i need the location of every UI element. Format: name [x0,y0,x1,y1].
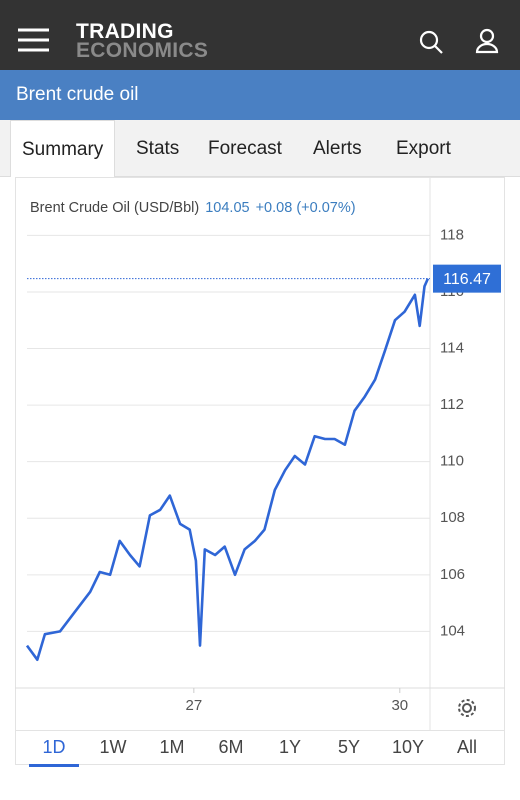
range-button[interactable]: 5Y [337,737,361,757]
last-value-box [433,264,501,293]
chart-header: Brent Crude Oil (USD/Bbl) 104.05 +0.08 (+0… [30,200,356,216]
change-percent: (+0.07%) [296,200,356,216]
title-bar: Brent crude oil [0,70,520,120]
tab[interactable]: Stats [136,138,180,159]
chart-panel [15,177,505,765]
y-tick-label: 118 [440,226,464,243]
logo[interactable]: TRADING ECONOMICS [76,20,209,62]
range-button[interactable]: 1D [29,731,79,767]
change: +0.08 [255,200,293,216]
page-title: Brent crude oil [16,84,139,105]
user-icon[interactable] [475,28,499,54]
y-tick-label: 110 [440,453,464,470]
tab[interactable]: Forecast [208,138,282,159]
logo-top: TRADING [76,20,174,43]
range-button[interactable]: 1W [99,737,127,757]
x-tick-label: 27 [185,697,202,714]
search-icon[interactable] [419,30,443,54]
top-icons [18,28,499,54]
y-tick-label: 114 [440,339,464,356]
tab[interactable]: Alerts [313,138,362,159]
settings-icon[interactable] [458,699,476,717]
y-tick-label: 108 [440,509,465,526]
tab[interactable]: Summary [10,120,116,177]
tab[interactable]: Export [396,138,451,159]
range-bar: 1D 1W 1M 6M 1Y 5Y 10Y All [15,730,505,767]
y-tick-label: 112 [440,396,464,413]
price-line [25,278,430,661]
range-button[interactable]: 1M [159,737,185,757]
logo-bottom: ECONOMICS [76,39,209,62]
range-button[interactable]: All [456,737,477,757]
chart-title: Brent Crude Oil (USD/Bbl) [30,200,200,216]
top-bar: TRADING ECONOMICS [0,0,520,70]
y-tick-label: 104 [440,622,465,639]
chart: 1041061081101121141161182730116.47 [15,177,505,730]
last-value-label: 116.47 [443,271,491,288]
x-tick-label: 30 [391,697,408,714]
price: 104.05 [205,200,250,216]
range-button[interactable]: 1Y [278,737,302,757]
y-tick-label: 106 [440,566,465,583]
range-button[interactable]: 6M [218,737,244,757]
menu-icon[interactable] [18,28,49,52]
tab-bar: Summary Stats Forecast Alerts Export [0,120,520,177]
range-button[interactable]: 10Y [391,737,425,757]
